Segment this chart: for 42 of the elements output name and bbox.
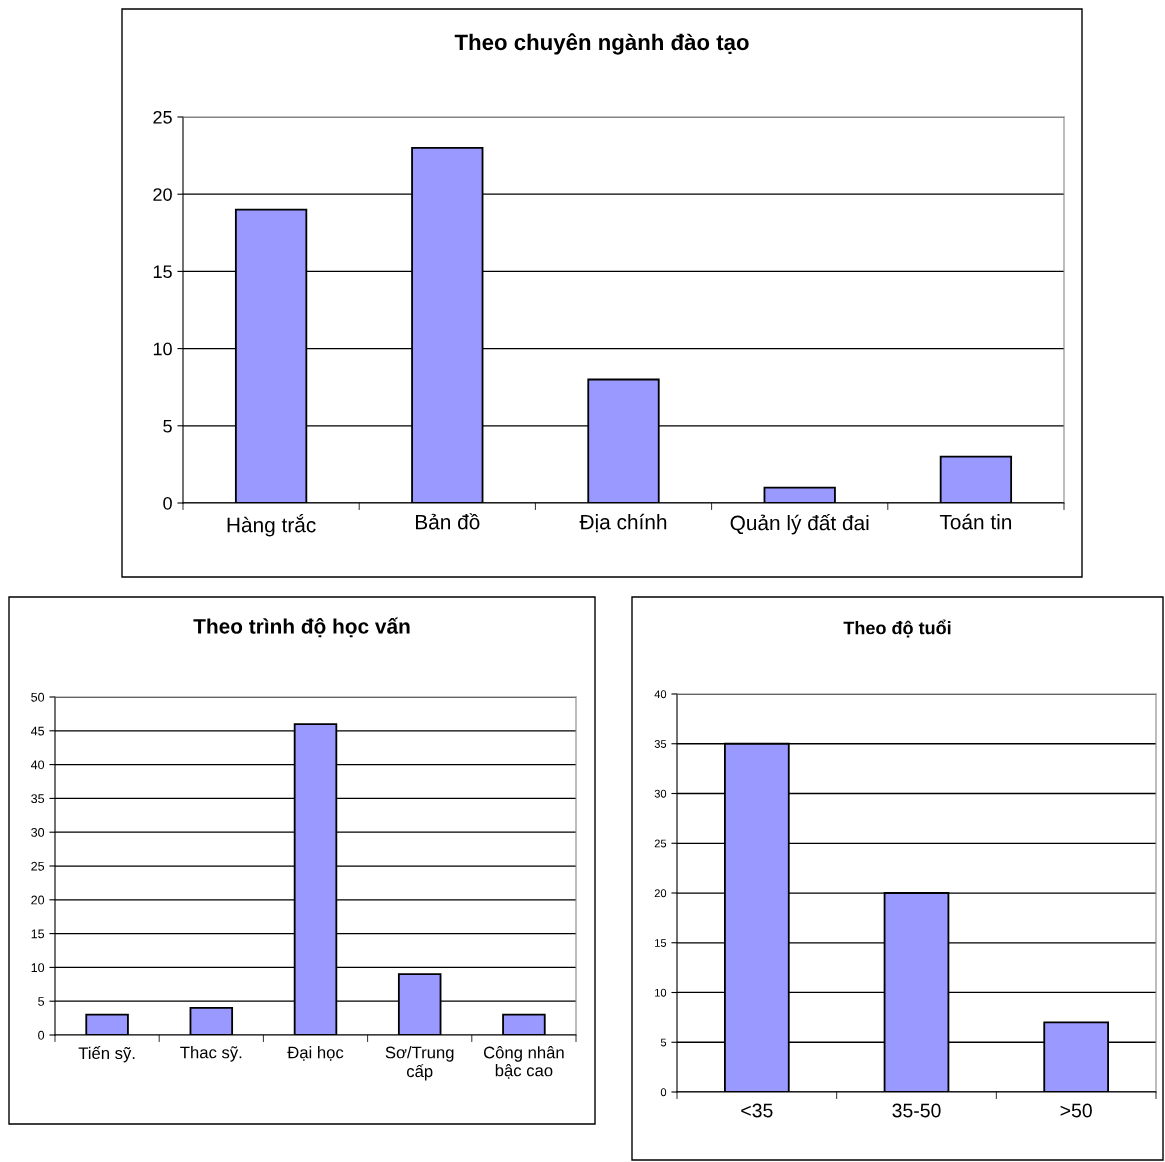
- y-tick-label: 5: [163, 419, 172, 433]
- y-tick-label: 25: [31, 861, 45, 871]
- y-tick-label: 0: [660, 1088, 667, 1097]
- y-tick-label: 0: [38, 1030, 45, 1040]
- x-tick-label: Hàng trắc: [227, 514, 316, 537]
- y-tick-label: 25: [654, 839, 667, 848]
- x-tick-label: Công nhân bậc cao: [483, 1046, 564, 1079]
- y-tick-label: 20: [31, 895, 45, 905]
- chart-title: Theo chuyên ngành đào tạo: [454, 33, 749, 55]
- y-tick-label: 30: [654, 789, 667, 798]
- x-tick-label: Đại học: [287, 1046, 344, 1061]
- y-tick-label: 25: [153, 110, 172, 124]
- chart-title: Theo độ tuổi: [843, 619, 951, 638]
- chart-title: Theo trình độ học vấn: [193, 617, 410, 638]
- x-tick-label: 35-50: [892, 1103, 941, 1118]
- y-tick-label: 40: [654, 690, 667, 699]
- y-tick-label: 15: [655, 939, 667, 947]
- y-tick-label: 30: [31, 828, 45, 837]
- y-tick-label: 15: [153, 265, 172, 279]
- y-tick-label: 20: [153, 188, 172, 201]
- x-tick-label: Địa chính: [579, 513, 667, 533]
- y-tick-label: 35: [31, 794, 45, 804]
- x-tick-label: <35: [741, 1103, 773, 1118]
- y-tick-label: 35: [654, 740, 667, 748]
- x-tick-label: >50: [1060, 1103, 1092, 1118]
- y-tick-label: 40: [30, 760, 45, 770]
- y-tick-label: 50: [31, 692, 45, 702]
- x-tick-label: Toán tin: [939, 513, 1012, 530]
- y-tick-label: 10: [153, 342, 172, 356]
- x-tick-label: Bản đồ: [416, 513, 480, 530]
- x-tick-label: Quản lý đất đai: [730, 514, 869, 535]
- y-tick-label: 10: [655, 988, 667, 997]
- y-tick-label: 20: [654, 889, 667, 898]
- x-tick-label: Sơ/Trung cấp: [385, 1046, 454, 1081]
- y-tick-label: 0: [163, 496, 172, 510]
- y-tick-label: 45: [30, 726, 45, 736]
- y-tick-label: 10: [31, 963, 45, 973]
- y-tick-label: 15: [31, 929, 45, 939]
- y-tick-label: 5: [38, 997, 45, 1006]
- x-tick-label: Tiến sỹ.: [78, 1046, 135, 1063]
- x-tick-label: Thac sỹ.: [180, 1046, 242, 1062]
- y-tick-label: 5: [660, 1038, 667, 1047]
